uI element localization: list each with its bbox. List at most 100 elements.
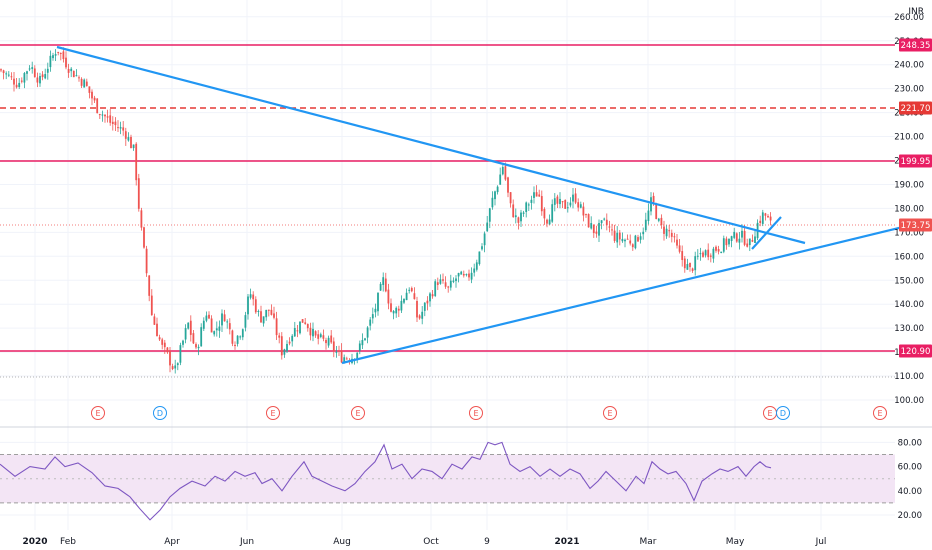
candle[interactable] — [262, 316, 265, 327]
candle[interactable] — [148, 275, 151, 302]
event-marker-E[interactable]: E — [603, 406, 617, 420]
candle[interactable] — [566, 201, 569, 213]
candle[interactable] — [202, 317, 205, 332]
candle[interactable] — [213, 330, 216, 337]
candle[interactable] — [23, 71, 26, 89]
candle[interactable] — [634, 234, 637, 250]
candle[interactable] — [561, 200, 564, 208]
candle[interactable] — [382, 272, 385, 292]
candle[interactable] — [44, 68, 47, 80]
candle[interactable] — [644, 212, 647, 232]
candle[interactable] — [720, 251, 723, 254]
candle[interactable] — [65, 51, 67, 70]
candle[interactable] — [59, 52, 62, 61]
candle[interactable] — [101, 110, 104, 122]
candle[interactable] — [161, 337, 164, 350]
candle[interactable] — [702, 250, 704, 258]
candle[interactable] — [223, 309, 226, 322]
candle[interactable] — [88, 86, 91, 99]
candle[interactable] — [618, 229, 621, 246]
candle[interactable] — [475, 259, 478, 272]
candle[interactable] — [670, 229, 673, 243]
candle[interactable] — [514, 208, 517, 224]
candle[interactable] — [611, 223, 613, 236]
candle[interactable] — [556, 194, 559, 209]
candle[interactable] — [663, 220, 665, 241]
candle[interactable] — [33, 65, 36, 78]
candle[interactable] — [478, 251, 481, 266]
candle[interactable] — [384, 272, 387, 293]
candle[interactable] — [501, 165, 504, 176]
candle[interactable] — [655, 202, 658, 220]
candle[interactable] — [371, 307, 374, 324]
candle[interactable] — [525, 201, 528, 218]
candle[interactable] — [163, 339, 166, 354]
candle[interactable] — [621, 232, 624, 243]
event-marker-D[interactable]: D — [776, 406, 790, 420]
candle[interactable] — [722, 235, 725, 254]
candle[interactable] — [260, 305, 262, 323]
candle[interactable] — [408, 287, 411, 294]
candle[interactable] — [712, 246, 715, 263]
candle[interactable] — [187, 322, 190, 330]
candle[interactable] — [332, 337, 335, 358]
candle[interactable] — [293, 321, 296, 337]
candle[interactable] — [543, 207, 546, 225]
candle[interactable] — [540, 190, 543, 216]
candle[interactable] — [517, 216, 520, 230]
candle[interactable] — [442, 273, 444, 284]
event-marker-E[interactable]: E — [469, 406, 483, 420]
candle[interactable] — [234, 341, 236, 350]
candle[interactable] — [306, 323, 309, 332]
candle[interactable] — [725, 236, 728, 250]
candle[interactable] — [735, 232, 738, 243]
candle[interactable] — [767, 214, 769, 218]
trendline-3[interactable] — [751, 216, 782, 250]
candle[interactable] — [696, 249, 699, 260]
candle[interactable] — [192, 329, 195, 344]
candle[interactable] — [265, 309, 268, 321]
candle[interactable] — [481, 243, 483, 251]
event-marker-D[interactable]: D — [153, 406, 167, 420]
candle[interactable] — [535, 185, 538, 197]
candle[interactable] — [150, 289, 153, 316]
candle[interactable] — [36, 72, 39, 88]
candle[interactable] — [751, 234, 754, 243]
candle[interactable] — [392, 310, 395, 320]
event-marker-E[interactable]: E — [763, 406, 777, 420]
candle[interactable] — [200, 323, 203, 347]
candle[interactable] — [93, 95, 96, 104]
candle[interactable] — [683, 256, 686, 273]
candle[interactable] — [143, 226, 145, 249]
candle[interactable] — [660, 214, 663, 229]
candle[interactable] — [572, 188, 574, 209]
candle[interactable] — [579, 201, 582, 209]
candle[interactable] — [314, 330, 317, 338]
candle[interactable] — [291, 334, 294, 347]
candle[interactable] — [325, 337, 327, 350]
candle[interactable] — [436, 277, 439, 291]
candle[interactable] — [637, 234, 639, 242]
candle[interactable] — [7, 71, 10, 78]
candle[interactable] — [761, 209, 764, 227]
candle[interactable] — [2, 69, 5, 80]
candle[interactable] — [486, 215, 489, 232]
candle[interactable] — [509, 191, 512, 208]
candle[interactable] — [338, 345, 340, 356]
candle[interactable] — [140, 207, 143, 231]
candle[interactable] — [244, 311, 247, 332]
candle[interactable] — [465, 273, 468, 277]
candle[interactable] — [533, 186, 535, 204]
candle[interactable] — [681, 245, 684, 267]
candle[interactable] — [98, 113, 101, 119]
candle[interactable] — [91, 89, 93, 106]
candle[interactable] — [665, 225, 668, 239]
candle[interactable] — [153, 313, 156, 326]
candle[interactable] — [707, 243, 710, 261]
candle[interactable] — [179, 342, 182, 366]
candle[interactable] — [288, 337, 291, 346]
candle[interactable] — [494, 190, 496, 206]
candle[interactable] — [764, 212, 767, 221]
candle[interactable] — [174, 359, 177, 374]
candle[interactable] — [218, 320, 221, 338]
